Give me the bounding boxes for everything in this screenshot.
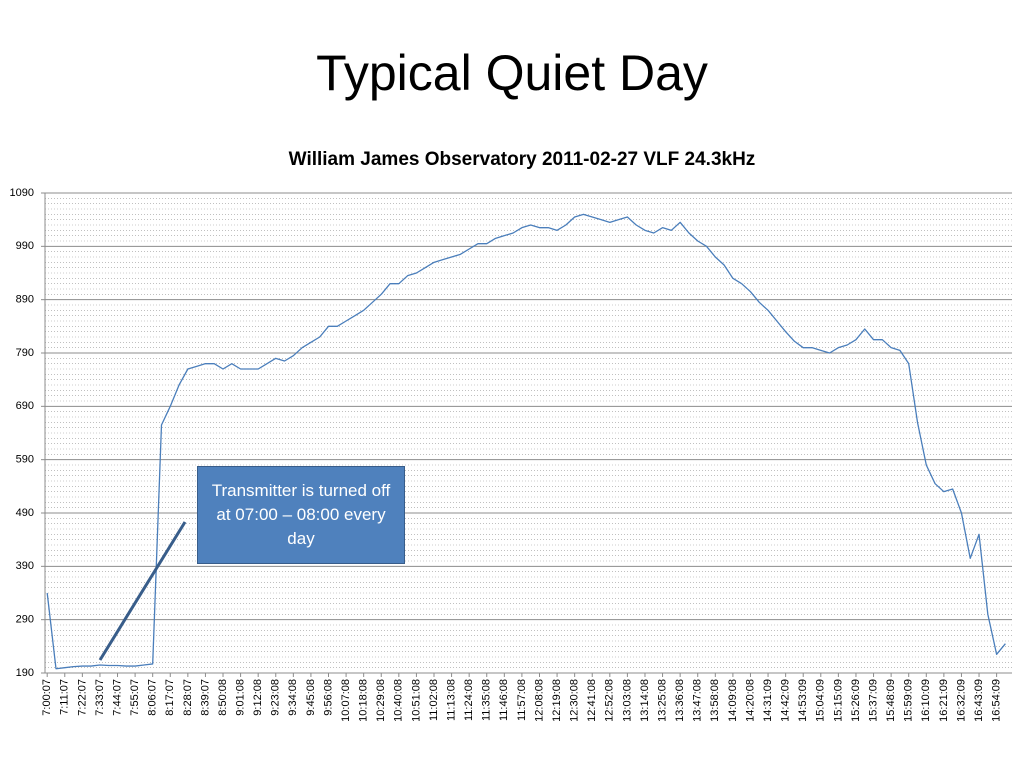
x-tick-label: 10:18:08 bbox=[358, 679, 370, 722]
y-tick-label: 190 bbox=[16, 667, 34, 679]
x-tick-label: 11:57:08 bbox=[516, 679, 528, 721]
x-tick-label: 12:08:08 bbox=[533, 679, 545, 722]
x-tick-label: 14:31:09 bbox=[762, 679, 774, 722]
x-tick-label: 9:56:08 bbox=[322, 679, 334, 716]
y-tick-label: 490 bbox=[16, 507, 34, 519]
y-tick-label: 890 bbox=[16, 294, 34, 306]
chart-title: William James Observatory 2011-02-27 VLF… bbox=[289, 149, 756, 170]
x-tick-label: 10:51:08 bbox=[410, 679, 422, 722]
x-tick-label: 11:13:08 bbox=[445, 679, 457, 721]
x-tick-label: 14:20:08 bbox=[744, 679, 756, 722]
x-tick-label: 16:43:09 bbox=[973, 679, 985, 722]
y-tick-label: 690 bbox=[16, 400, 34, 412]
x-tick-label: 7:22:07 bbox=[76, 679, 88, 716]
x-tick-label: 12:41:08 bbox=[586, 679, 598, 722]
x-tick-label: 16:32:09 bbox=[955, 679, 967, 722]
annotation-arrow bbox=[98, 521, 187, 661]
x-tick-label: 8:17:07 bbox=[164, 679, 176, 716]
x-tick-label: 7:11:07 bbox=[59, 679, 71, 715]
x-tick-label: 7:44:07 bbox=[111, 679, 123, 716]
x-tick-label: 7:55:07 bbox=[129, 679, 141, 716]
x-tick-label: 12:19:08 bbox=[551, 679, 563, 722]
y-tick-label: 590 bbox=[16, 454, 34, 466]
x-tick-label: 14:53:09 bbox=[797, 679, 809, 722]
x-tick-label: 8:28:07 bbox=[182, 679, 194, 716]
x-tick-label: 14:42:09 bbox=[780, 679, 792, 722]
x-tick-label: 13:36:08 bbox=[674, 679, 686, 722]
x-tick-label: 13:14:08 bbox=[639, 679, 651, 722]
slide-title: Typical Quiet Day bbox=[316, 45, 708, 101]
y-tick-label: 990 bbox=[16, 240, 34, 252]
x-tick-label: 16:10:09 bbox=[920, 679, 932, 722]
x-tick-label: 16:54:09 bbox=[991, 679, 1003, 722]
x-tick-label: 11:24:08 bbox=[463, 679, 475, 721]
x-tick-label: 8:06:07 bbox=[147, 679, 159, 716]
y-tick-label: 790 bbox=[16, 347, 34, 359]
y-tick-label: 290 bbox=[16, 614, 34, 626]
x-tick-label: 8:39:07 bbox=[199, 679, 211, 716]
x-tick-label: 11:02:08 bbox=[428, 679, 440, 721]
x-tick-label: 11:35:08 bbox=[481, 679, 493, 721]
x-tick-label: 13:58:08 bbox=[709, 679, 721, 722]
x-tick-label: 9:23:08 bbox=[270, 679, 282, 716]
x-tick-label: 15:48:09 bbox=[885, 679, 897, 722]
x-tick-label: 10:40:08 bbox=[393, 679, 405, 722]
x-tick-label: 15:26:09 bbox=[850, 679, 862, 722]
y-tick-label: 1090 bbox=[10, 187, 34, 199]
x-tick-label: 9:12:08 bbox=[252, 679, 264, 716]
x-tick-label: 13:03:08 bbox=[621, 679, 633, 722]
x-tick-label: 13:47:08 bbox=[692, 679, 704, 722]
x-tick-label: 15:15:09 bbox=[832, 679, 844, 722]
x-tick-label: 12:30:08 bbox=[569, 679, 581, 722]
x-tick-label: 15:37:09 bbox=[867, 679, 879, 722]
x-tick-label: 12:52:08 bbox=[604, 679, 616, 722]
x-tick-label: 10:07:08 bbox=[340, 679, 352, 722]
x-tick-label: 14:09:08 bbox=[727, 679, 739, 722]
x-tick-label: 15:59:09 bbox=[903, 679, 915, 722]
x-tick-label: 8:50:08 bbox=[217, 679, 229, 716]
x-tick-label: 9:01:08 bbox=[235, 679, 247, 716]
x-tick-label: 10:29:08 bbox=[375, 679, 387, 722]
x-tick-label: 7:00:07 bbox=[41, 679, 53, 716]
x-tick-label: 7:33:07 bbox=[94, 679, 106, 716]
y-tick-label: 390 bbox=[16, 560, 34, 572]
data-line bbox=[46, 213, 1006, 670]
x-tick-label: 13:25:08 bbox=[656, 679, 668, 722]
x-tick-label: 11:46:08 bbox=[498, 679, 510, 721]
annotation: Transmitter is turned off at 07:00 – 08:… bbox=[197, 466, 405, 564]
x-tick-label: 15:04:09 bbox=[815, 679, 827, 722]
x-tick-label: 9:34:08 bbox=[287, 679, 299, 716]
x-tick-label: 16:21:09 bbox=[938, 679, 950, 722]
x-tick-label: 9:45:08 bbox=[305, 679, 317, 716]
